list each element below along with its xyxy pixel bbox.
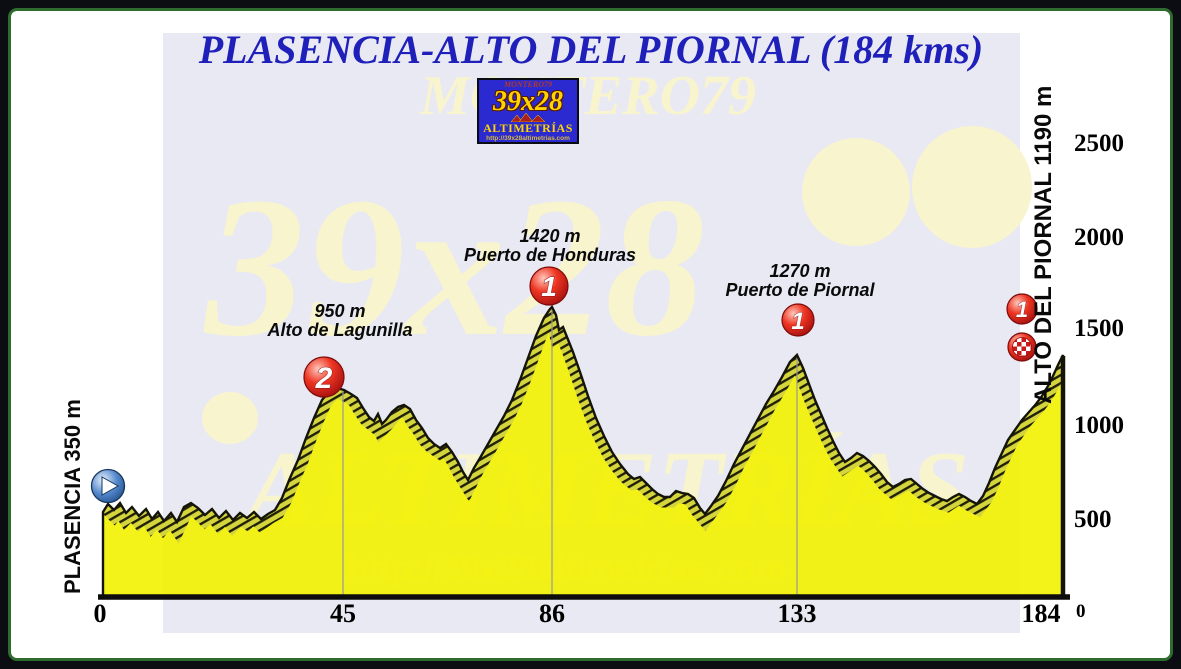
y-tick-2500: 2500 [1074, 130, 1124, 157]
brand-logo: MONTERO79 39x28 ALTIMETRÍAS http://39x28… [477, 78, 579, 144]
watermark-blob [802, 138, 910, 246]
climb-elevation: 1270 m [769, 261, 831, 281]
start-marker [90, 468, 126, 504]
watermark-brand: 39x28 [205, 157, 705, 378]
climb-label-piornal: 1270 m Puerto de Piornal [680, 262, 920, 300]
x-tick-133: 133 [777, 599, 817, 628]
climb-marker-piornal: 1 [781, 303, 815, 337]
y-tick-1000: 1000 [1074, 412, 1124, 439]
category-number: 1 [541, 271, 557, 302]
x-tick-86: 86 [539, 599, 565, 628]
x-tick-45: 45 [330, 599, 356, 628]
category-number: 2 [315, 362, 333, 395]
category-number: 1 [1016, 297, 1028, 322]
logo-url-text: http://39x28altimetrias.com [486, 134, 570, 142]
finish-flag-marker [1007, 332, 1037, 362]
y-tick-500: 500 [1074, 506, 1112, 533]
finish-axis-label: ALTO DEL PIORNAL 1190 m [1030, 85, 1057, 404]
climb-marker-honduras: 1 [529, 266, 569, 306]
y-tick-1500: 1500 [1074, 315, 1124, 342]
logo-author-text: MONTERO79 [503, 79, 552, 89]
start-axis-label: PLASENCIA 350 m [60, 399, 85, 594]
climb-name: Alto de Lagunilla [267, 320, 413, 340]
y-tick-0: 0 [1076, 601, 1086, 622]
finish-category-marker: 1 [1006, 293, 1038, 325]
climb-label-lagunilla: 950 m Alto de Lagunilla [220, 302, 460, 340]
climb-elevation: 1420 m [519, 226, 581, 246]
x-tick-0: 0 [93, 599, 107, 628]
y-tick-2000: 2000 [1074, 224, 1124, 251]
climb-name: Puerto de Piornal [725, 280, 875, 300]
page-title: PLASENCIA-ALTO DEL PIORNAL (184 kms) [198, 27, 984, 72]
summit-reference-lines [342, 310, 798, 595]
category-number: 1 [791, 308, 804, 335]
climb-name: Puerto de Honduras [463, 245, 637, 265]
watermark-author: MONTERO79 [420, 65, 757, 127]
logo-brand-text: 39x28 [493, 85, 563, 117]
x-tick-184: 184 [1021, 599, 1061, 628]
watermark-blob [202, 392, 258, 444]
climb-label-honduras: 1420 m Puerto de Honduras [430, 227, 670, 265]
watermark-blob [912, 126, 1032, 248]
elevation-profile-area [103, 307, 1063, 598]
climb-elevation: 950 m [314, 301, 366, 321]
logo-sub-text: ALTIMETRÍAS [483, 120, 573, 135]
climb-marker-lagunilla: 2 [303, 356, 345, 398]
checkered-flag-icon [1012, 337, 1032, 357]
